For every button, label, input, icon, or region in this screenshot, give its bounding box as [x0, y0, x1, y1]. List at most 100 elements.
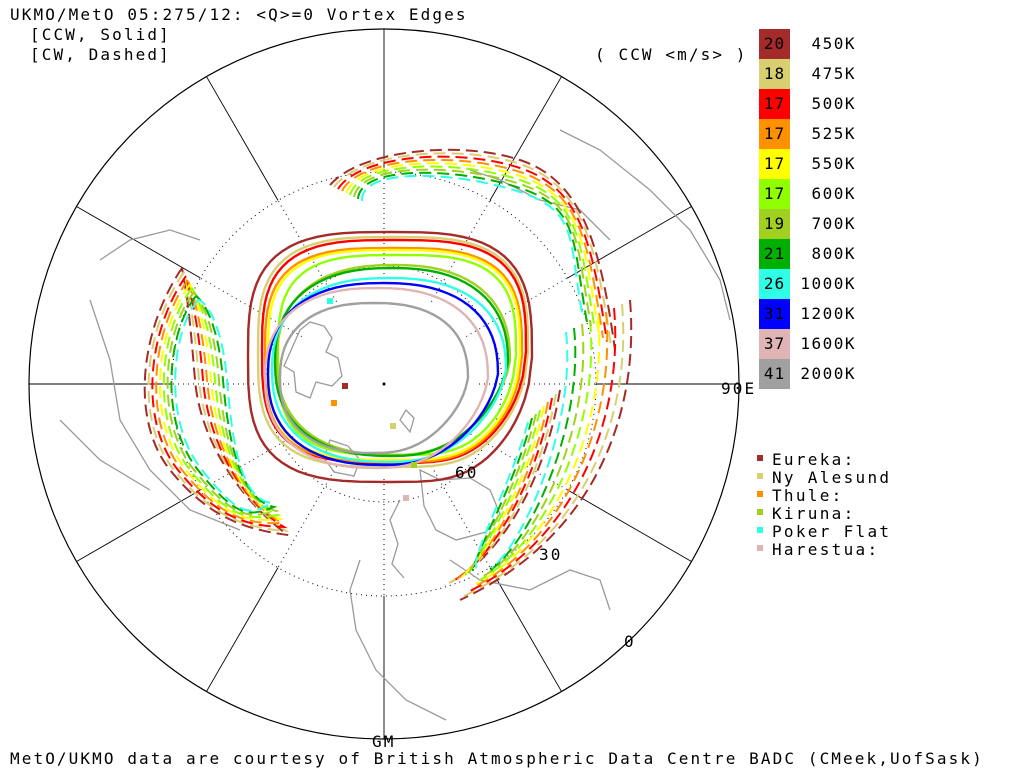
footer-credit: MetO/UKMO data are courtesy of British A… — [10, 749, 984, 768]
legend-level: 450K — [811, 34, 856, 53]
meridian-line — [206, 567, 279, 692]
dashed-contour-left — [159, 283, 284, 521]
dashed-contour-left — [162, 287, 282, 519]
dashed-contour-right-lower — [472, 327, 577, 573]
legend-swatch: 17 — [759, 179, 790, 209]
legend-level: 1200K — [800, 304, 856, 323]
meridian-line — [567, 489, 692, 562]
station-marker-icon — [757, 527, 763, 533]
dashed-contour-left — [151, 275, 288, 529]
legend-swatch: 26 — [759, 269, 790, 299]
lat-label-60: 60 — [455, 463, 479, 482]
dashed-contour-right-lower — [452, 307, 617, 593]
dashed-contour-right-lower — [444, 299, 633, 601]
legend-level: 600K — [811, 184, 856, 203]
station-legend-item: Eureka: — [757, 451, 856, 469]
meridian-line — [489, 567, 562, 692]
lon-label-gm: GM — [372, 732, 396, 751]
dashed-contour-right-upper — [329, 148, 616, 351]
legend-level: 800K — [811, 244, 856, 263]
contour-1600K — [263, 286, 490, 470]
legend-level: 500K — [811, 94, 856, 113]
dashed-contour-left — [174, 299, 276, 512]
subtitle-ccw: [CCW, Solid] — [30, 25, 171, 44]
coastlines — [59, 129, 731, 721]
subtitle-cw: [CW, Dashed] — [30, 45, 171, 64]
meridian-line — [76, 489, 201, 562]
dashed-contour-right-lower — [468, 323, 585, 577]
station-name: Harestua: — [772, 540, 880, 559]
plot-title: UKMO/MetO 05:275/12: <Q>=0 Vortex Edges — [10, 5, 468, 24]
meridian-line — [206, 76, 279, 201]
cw-dashed-contours — [143, 148, 633, 601]
station-legend-item: Poker Flat — [757, 523, 891, 541]
dashed-contour-right-upper — [360, 174, 584, 319]
station-marker — [403, 495, 409, 501]
station-name: Eureka: — [772, 450, 856, 469]
station-marker-icon — [757, 455, 763, 461]
legend-level: 2000K — [800, 364, 856, 383]
station-marker-icon — [757, 545, 763, 551]
contour-450K — [246, 230, 534, 484]
dashed-contour-left — [143, 267, 289, 536]
legend-level: 1600K — [800, 334, 856, 353]
legend-swatch: 41 — [759, 359, 790, 389]
legend-swatch: 19 — [759, 209, 790, 239]
lat-label-0: 0 — [624, 632, 636, 651]
legend-swatch: 17 — [759, 149, 790, 179]
lon-label-90e: 90E — [721, 379, 757, 398]
dashed-contour-right-upper — [341, 158, 604, 339]
legend-level: 475K — [811, 64, 856, 83]
dashed-contour-right-upper — [333, 152, 612, 347]
contour-525K — [263, 246, 524, 464]
legend-swatch: 20 — [759, 29, 790, 59]
contour-500K — [260, 238, 528, 465]
legend-swatch: 37 — [759, 329, 790, 359]
station-marker — [411, 462, 417, 468]
dashed-contour-left — [170, 295, 278, 514]
units-label: ( CCW <m/s> ) — [595, 45, 748, 64]
legend-swatch: 31 — [759, 299, 790, 329]
contour-2000K — [278, 301, 470, 455]
vortex-edge-contours — [246, 230, 534, 484]
station-marker — [327, 298, 333, 304]
legend-swatch: 18 — [759, 59, 790, 89]
station-markers — [327, 298, 417, 501]
station-legend-item: Kiruna: — [757, 505, 856, 523]
dashed-contour-right-upper — [357, 171, 588, 323]
station-legend-item: Harestua: — [757, 541, 879, 559]
station-name: Kiruna: — [772, 504, 856, 523]
dashed-contour-right-lower — [460, 315, 601, 585]
pole-marker — [382, 382, 386, 386]
dashed-contour-right-lower — [448, 303, 625, 597]
meridian-line — [277, 466, 337, 568]
station-marker-icon — [757, 509, 763, 515]
station-marker-icon — [757, 473, 763, 479]
contour-1200K — [266, 281, 500, 467]
legend-level: 550K — [811, 154, 856, 173]
station-marker — [331, 400, 337, 406]
legend-swatch: 21 — [759, 239, 790, 269]
meridian-line — [489, 76, 562, 201]
station-marker-icon — [757, 491, 763, 497]
legend-level: 525K — [811, 124, 856, 143]
meridian-line — [76, 206, 201, 279]
dashed-contour-right-upper — [353, 168, 592, 327]
dashed-contour-right-upper — [337, 155, 608, 343]
station-name: Ny Alesund — [772, 468, 892, 487]
dashed-contour-right-upper — [349, 165, 596, 331]
station-name: Poker Flat — [772, 522, 892, 541]
dashed-contour-left — [147, 271, 290, 533]
station-marker — [342, 383, 348, 389]
station-name: Thule: — [772, 486, 844, 505]
meridian-line — [567, 206, 692, 279]
legend-level: 700K — [811, 214, 856, 233]
contour-475K — [256, 235, 530, 469]
dashed-contour-right-upper — [345, 162, 600, 335]
legend-swatch: 17 — [759, 119, 790, 149]
lat-label-30: 30 — [539, 545, 563, 564]
legend-swatch: 17 — [759, 89, 790, 119]
dashed-contour-right-lower — [474, 331, 569, 570]
station-marker — [390, 423, 396, 429]
